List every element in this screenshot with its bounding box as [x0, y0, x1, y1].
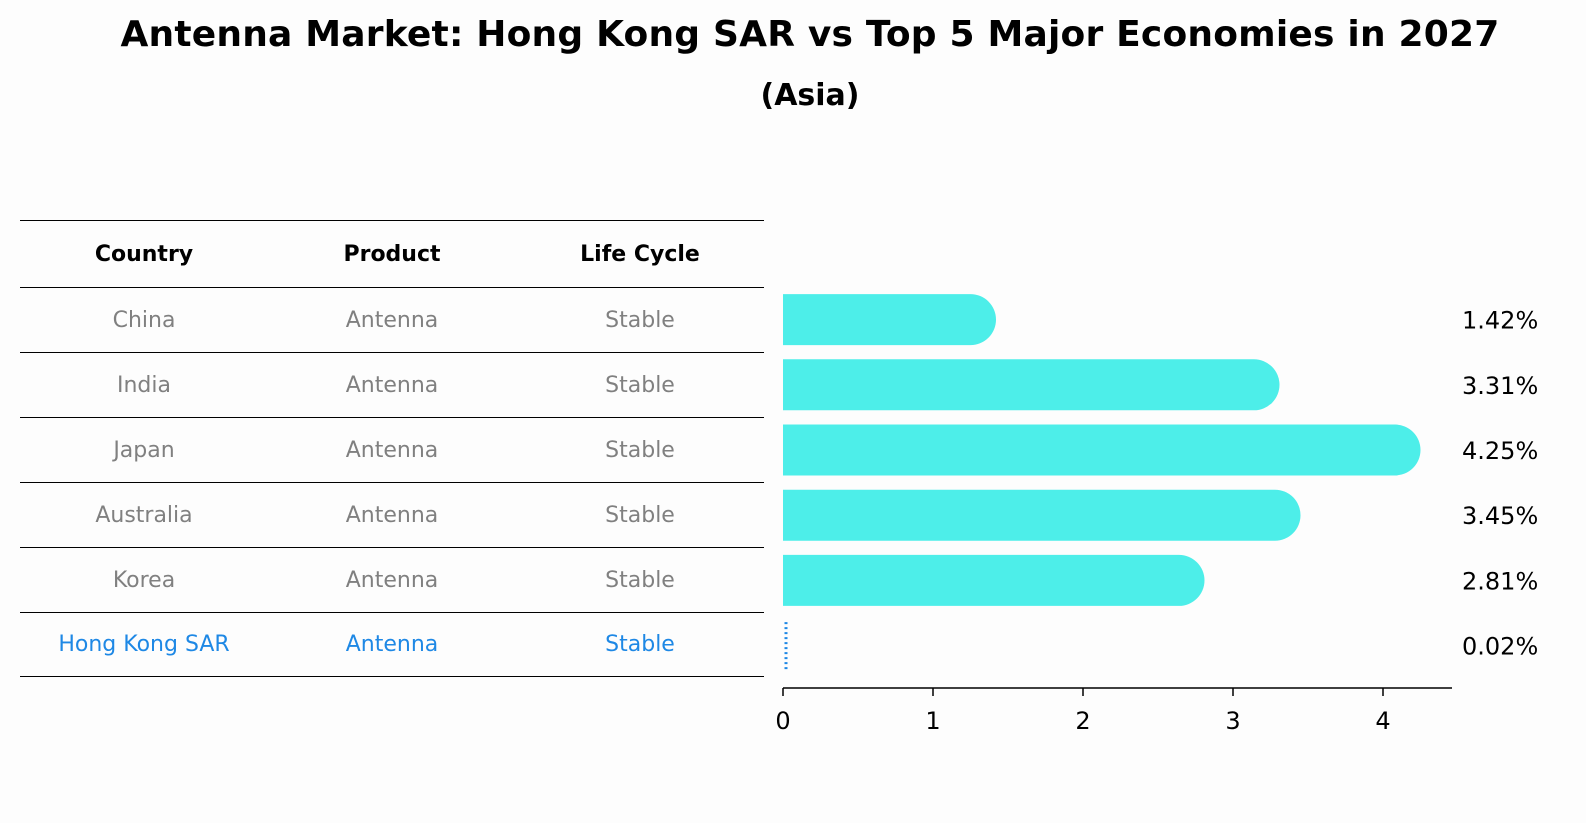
value-label: 4.25%	[1462, 437, 1538, 465]
row-product: Antenna	[345, 502, 439, 528]
bar-japan	[783, 424, 1421, 476]
row-product: Antenna	[345, 307, 439, 333]
value-label: 3.45%	[1462, 502, 1538, 530]
x-tick-label: 2	[1075, 707, 1090, 735]
x-tick-label: 4	[1375, 707, 1390, 735]
row-product: Antenna	[345, 437, 439, 463]
chart-subtitle: (Asia)	[760, 78, 860, 113]
table-row: Australia Antenna Stable	[20, 482, 764, 547]
bar-india	[783, 359, 1280, 411]
header-product: Product	[343, 241, 441, 267]
row-life-cycle: Stable	[605, 372, 675, 398]
table-row: Japan Antenna Stable	[20, 417, 764, 482]
x-tick-label: 1	[925, 707, 940, 735]
row-life-cycle: Stable	[605, 632, 675, 657]
value-label: 2.81%	[1462, 567, 1538, 595]
header-life-cycle: Life Cycle	[580, 241, 700, 267]
table-row: China Antenna Stable	[20, 287, 764, 352]
row-product: Antenna	[345, 632, 439, 657]
data-table: Country Product Life Cycle China Antenna…	[20, 220, 764, 677]
bar-korea	[783, 554, 1205, 606]
row-life-cycle: Stable	[605, 307, 675, 333]
row-life-cycle: Stable	[605, 502, 675, 528]
row-country: Hong Kong SAR	[58, 632, 230, 657]
x-tick-label: 3	[1225, 707, 1240, 735]
bar-australia	[783, 489, 1301, 541]
row-country: India	[117, 372, 171, 398]
row-product: Antenna	[345, 372, 439, 398]
row-life-cycle: Stable	[605, 437, 675, 463]
value-label: 1.42%	[1462, 307, 1538, 335]
header-country: Country	[94, 241, 194, 267]
table-header-row: Country Product Life Cycle	[20, 220, 764, 287]
row-country: Australia	[95, 502, 193, 528]
row-product: Antenna	[345, 567, 439, 593]
bar-china	[783, 294, 997, 346]
value-label: 3.31%	[1462, 372, 1538, 400]
row-life-cycle: Stable	[605, 567, 675, 593]
table-row-highlighted: Hong Kong SAR Antenna Stable	[20, 612, 764, 677]
table-row: Korea Antenna Stable	[20, 547, 764, 612]
row-country: China	[112, 307, 176, 333]
value-label: 0.02%	[1462, 633, 1538, 661]
table-row: India Antenna Stable	[20, 352, 764, 417]
row-country: Korea	[112, 567, 176, 593]
row-country: Japan	[113, 437, 175, 463]
x-tick-label: 0	[775, 707, 790, 735]
chart-title: Antenna Market: Hong Kong SAR vs Top 5 M…	[120, 14, 1500, 55]
